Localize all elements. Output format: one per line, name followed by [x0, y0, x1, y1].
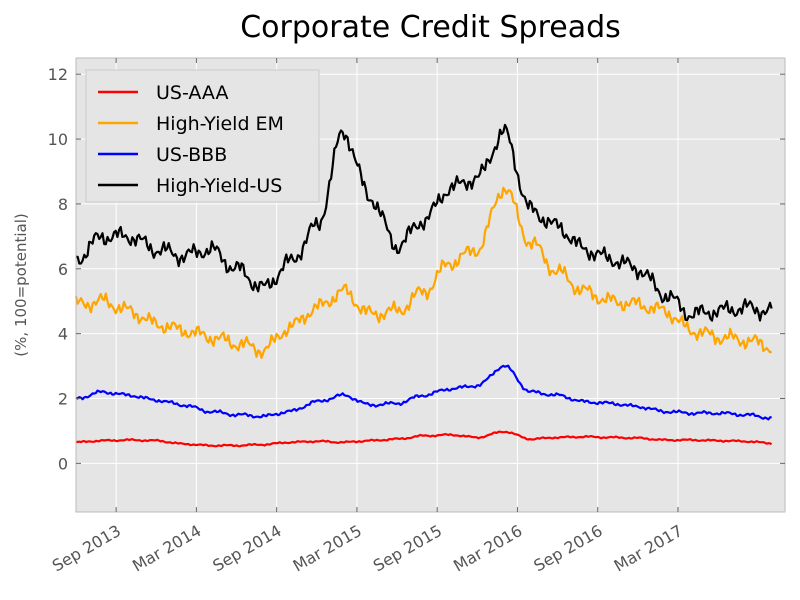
x-tick-label: Mar 2015 [290, 521, 365, 575]
y-tick-label: 12 [48, 65, 68, 84]
legend-label: US-BBB [156, 144, 227, 166]
y-axis: 0 2 4 6 8 10 12 [48, 65, 785, 473]
series-line-us-aaa [75, 430, 773, 448]
x-tick-label: Mar 2016 [450, 521, 525, 575]
y-tick-label: 4 [58, 325, 68, 344]
y-tick-label: 6 [58, 260, 68, 279]
y-tick-label: 8 [58, 195, 68, 214]
x-tick-label: Sep 2013 [49, 521, 124, 575]
x-tick-label: Sep 2016 [530, 521, 605, 575]
legend: US-AAA High-Yield EM US-BBB High-Yield-US [85, 69, 320, 203]
legend-label: High-Yield-US [156, 175, 282, 197]
y-tick-label: 0 [58, 454, 68, 473]
x-tick-label: Mar 2014 [129, 521, 204, 575]
series-line-high-yield-em [74, 186, 773, 359]
plot-frame [75, 57, 786, 513]
series-line-high-yield-us [75, 123, 773, 322]
chart-title: Corporate Credit Spreads [240, 10, 621, 45]
series-group [74, 123, 773, 448]
legend-label: US-AAA [156, 82, 228, 104]
x-tick-label: Mar 2017 [611, 521, 686, 575]
x-tick-label: Sep 2014 [209, 521, 284, 575]
x-tick-label: Sep 2015 [370, 521, 445, 575]
series-line-us-bbb [75, 364, 772, 421]
y-tick-label: 10 [48, 130, 68, 149]
legend-label: High-Yield EM [156, 113, 284, 135]
y-tick-label: 2 [58, 390, 68, 409]
y-axis-label: (%, 100=potential) [12, 213, 30, 356]
